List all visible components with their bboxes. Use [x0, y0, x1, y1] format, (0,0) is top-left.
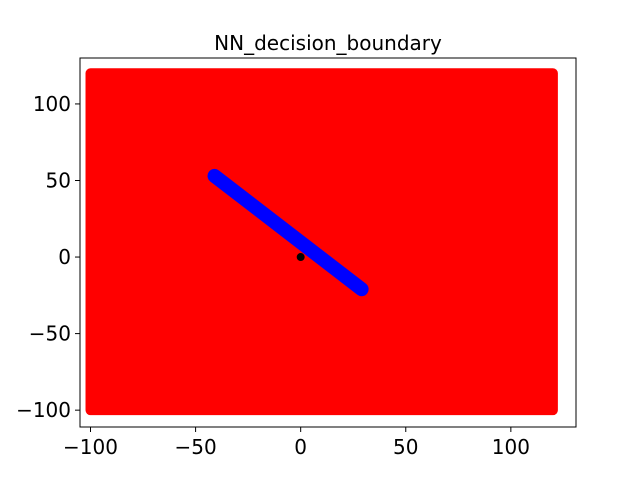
x-tick-label: 0 — [294, 435, 307, 459]
y-tick-label: −100 — [16, 398, 71, 422]
y-tick-label: 100 — [33, 92, 71, 116]
x-tick-label: −100 — [63, 435, 118, 459]
plot-area — [85, 68, 558, 416]
y-tick-label: 0 — [58, 245, 71, 269]
x-tick-label: 100 — [492, 435, 530, 459]
y-tick-label: 50 — [46, 168, 71, 192]
x-tick-label: −50 — [174, 435, 216, 459]
blue-band-end — [210, 171, 223, 184]
blue-band — [207, 168, 369, 297]
blue-band-end — [353, 282, 366, 295]
plot-frame — [79, 57, 577, 428]
x-tick-label: 50 — [393, 435, 418, 459]
axes: −100 −50 0 50 100 −100 −50 0 50 100 — [16, 57, 577, 459]
origin-point — [296, 253, 305, 262]
chart-title: NN_decision_boundary — [214, 31, 442, 55]
blue-band-points — [207, 168, 369, 297]
y-tick-label: −50 — [29, 322, 71, 346]
red-region — [85, 68, 558, 416]
red-region-points — [85, 68, 558, 416]
